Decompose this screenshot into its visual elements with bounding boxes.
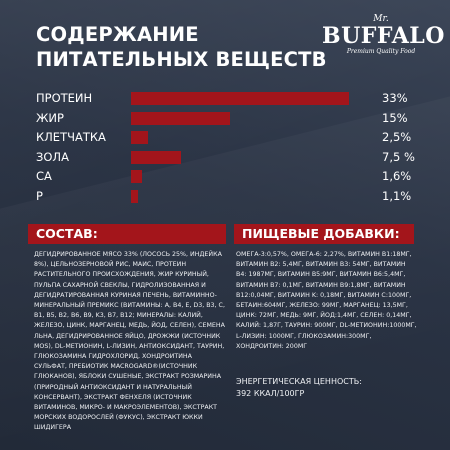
nutrient-bar-chart: ПРОТЕИН 33% ЖИР 15% КЛЕТЧАТКА 2,5% ЗОЛА 7,5 % CA… <box>0 88 450 208</box>
chart-row: P 1,1% <box>0 186 450 206</box>
brand-logo: Mr. BUFFALO Premium Quality Food <box>322 14 445 64</box>
chart-row: ЖИР 15% <box>0 108 450 128</box>
energy-value: 392 ККАЛ/100ГР <box>236 389 305 398</box>
value-label: 2,5% <box>382 130 412 144</box>
chart-row: ЗОЛА 7,5 % <box>0 147 450 167</box>
chart-row: CA 1,6% <box>0 166 450 186</box>
additives-heading: ПИЩЕВЫЕ ДОБАВКИ: <box>234 224 414 244</box>
value-label: 15% <box>382 110 408 125</box>
value-label: 7,5 % <box>382 149 415 164</box>
title-line-2: ПИТАТЕЛЬНЫХ ВЕЩЕСТВ <box>36 48 327 71</box>
bar <box>131 189 139 203</box>
category-label: CA <box>36 169 52 183</box>
category-label: P <box>36 188 43 203</box>
category-label: ЗОЛА <box>36 149 69 164</box>
additives-text: ОМЕГА-3:0,57%, ОМЕГА-6: 2,27%, ВИТАМИН B… <box>236 251 417 350</box>
logo-brand: BUFFALO <box>322 23 445 49</box>
category-label: КЛЕТЧАТКА <box>36 130 106 144</box>
composition-heading: СОСТАВ: <box>28 224 226 244</box>
bar <box>131 170 142 183</box>
bar <box>131 131 148 144</box>
composition-text: ДЕГИДРИРОВАННОЕ МЯСО 33% (ЛОСОСЬ 25%, ИН… <box>34 251 225 432</box>
chart-row: КЛЕТЧАТКА 2,5% <box>0 127 450 147</box>
value-label: 33% <box>382 91 408 105</box>
page-title: СОДЕРЖАНИЕ ПИТАТЕЛЬНЫХ ВЕЩЕСТВ <box>36 22 327 72</box>
energy-block: ЭНЕРГЕТИЧЕСКАЯ ЦЕННОСТЬ: 392 ККАЛ/100ГР <box>236 376 418 400</box>
logo-mr: Mr. <box>373 14 389 24</box>
bar <box>131 111 231 125</box>
value-label: 1,1% <box>382 188 412 203</box>
bar <box>131 92 349 105</box>
logo-tagline: Premium Quality Food <box>346 48 416 55</box>
bar <box>131 150 181 164</box>
chart-row: ПРОТЕИН 33% <box>0 88 450 108</box>
value-label: 1,6% <box>382 169 412 183</box>
category-label: ЖИР <box>36 110 64 125</box>
energy-label: ЭНЕРГЕТИЧЕСКАЯ ЦЕННОСТЬ: <box>236 377 362 386</box>
category-label: ПРОТЕИН <box>36 91 93 105</box>
title-line-1: СОДЕРЖАНИЕ <box>36 23 199 46</box>
